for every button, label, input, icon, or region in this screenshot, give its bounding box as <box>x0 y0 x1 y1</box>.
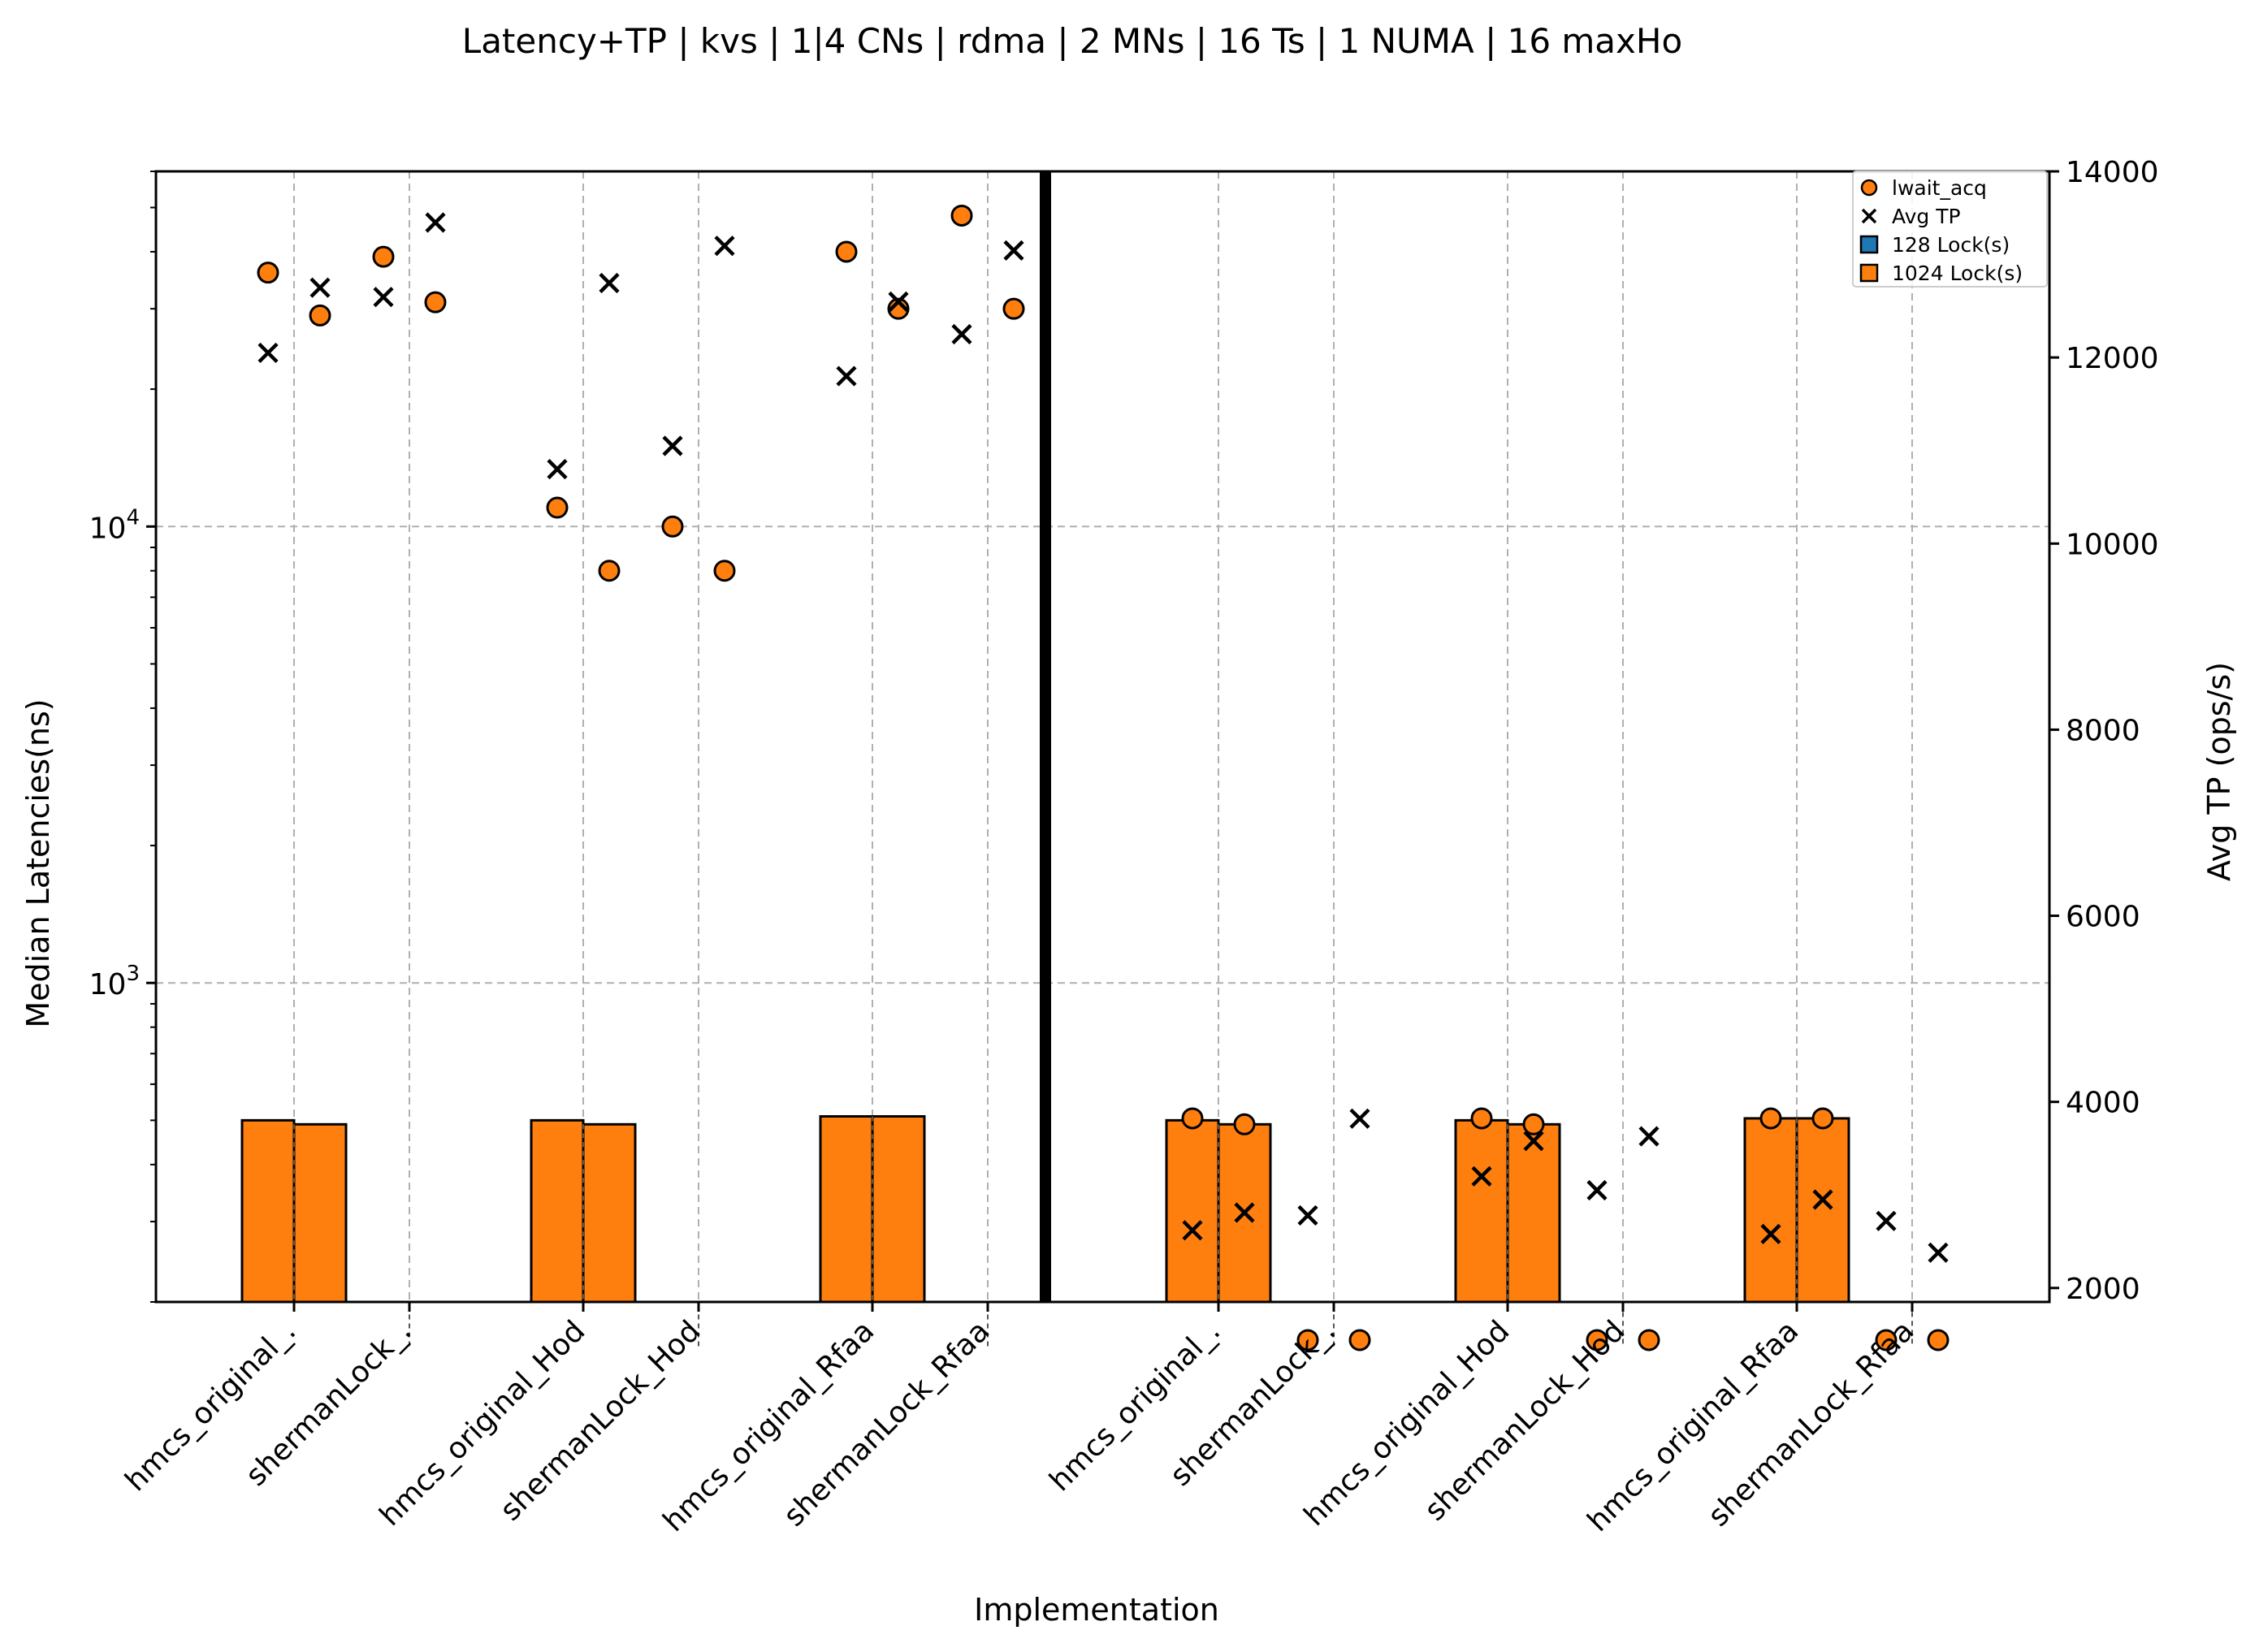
avg-tp-point <box>1003 240 1024 261</box>
lwait-acq-point <box>1233 1113 1256 1135</box>
lwait-acq-point <box>835 240 858 263</box>
avg-tp-point <box>309 277 331 298</box>
x-tick-label: shermanLock_Hod <box>1418 1314 1631 1527</box>
avg-tp-point <box>951 323 972 345</box>
lwait-acq-point <box>1348 1329 1371 1351</box>
bar <box>1165 1118 1220 1304</box>
avg-tp-point <box>1297 1204 1318 1226</box>
avg-tp-point <box>1812 1189 1833 1210</box>
avg-tp-point <box>425 212 446 233</box>
bar <box>582 1122 637 1304</box>
legend-box <box>1852 171 2048 288</box>
lwait-acq-point <box>372 245 395 268</box>
x-axis-label: Implementation <box>974 1592 1219 1628</box>
avg-tp-point <box>1586 1179 1608 1201</box>
lwait-acq-point <box>1586 1329 1608 1351</box>
avg-tp-point <box>662 435 683 456</box>
lwait-acq-point <box>713 560 736 582</box>
avg-tp-point <box>888 291 909 312</box>
avg-tp-point <box>1638 1126 1660 1147</box>
x-tick-label: shermanLock_Rfaa <box>777 1314 996 1533</box>
y-left-tick-label: 104 <box>89 505 140 545</box>
avg-tp-point <box>714 236 735 257</box>
lwait-acq-point <box>546 496 569 519</box>
lwait-acq-point <box>950 204 973 227</box>
x-tick-label: shermanLock_Hod <box>494 1314 707 1527</box>
bar <box>1454 1118 1509 1304</box>
legend-label: 1024 Lock(s) <box>1892 262 2023 285</box>
avg-tp-point <box>1349 1108 1370 1129</box>
legend-swatch <box>1859 263 1879 283</box>
lwait-acq-point <box>1759 1107 1782 1130</box>
avg-tp-point <box>836 365 857 387</box>
bar <box>819 1115 874 1304</box>
lwait-acq-point <box>1181 1107 1204 1130</box>
lwait-acq-point <box>1875 1329 1898 1351</box>
lwait-acq-point <box>887 297 910 320</box>
avg-tp-point <box>1471 1165 1492 1187</box>
avg-tp-point <box>547 459 568 480</box>
bar <box>1795 1117 1850 1304</box>
y-right-tick-label: 10000 <box>2066 528 2159 561</box>
avg-tp-point <box>1523 1131 1544 1152</box>
lwait-acq-point <box>1296 1329 1319 1351</box>
lwait-acq-point <box>1002 297 1025 320</box>
y-left-tick-label: 103 <box>89 962 140 1001</box>
y-axis-left-label: Median Latencies(ns) <box>20 698 56 1027</box>
legend-circle-marker <box>1860 179 1878 197</box>
lwait-acq-point <box>309 304 331 327</box>
bar <box>292 1122 348 1304</box>
y-right-tick-label: 2000 <box>2066 1273 2140 1306</box>
lwait-acq-point <box>1470 1107 1493 1130</box>
avg-tp-point <box>1760 1223 1781 1244</box>
y-right-tick-label: 8000 <box>2066 714 2140 747</box>
legend-x-marker <box>1861 208 1877 224</box>
lwait-acq-point <box>257 262 279 284</box>
y-right-tick-label: 4000 <box>2066 1087 2140 1120</box>
bar <box>1506 1122 1561 1304</box>
chart-title: Latency+TP | kvs | 1|4 CNs | rdma | 2 MN… <box>462 21 1682 61</box>
bar <box>530 1118 585 1304</box>
y-right-tick-label: 14000 <box>2066 156 2159 189</box>
x-tick-label: shermanLock_Rfaa <box>1702 1314 1920 1533</box>
avg-tp-point <box>1876 1210 1897 1231</box>
lwait-acq-point <box>1811 1107 1834 1130</box>
lwait-acq-point <box>1638 1329 1660 1351</box>
avg-tp-point <box>1234 1202 1255 1223</box>
avg-tp-point <box>373 287 394 308</box>
legend-label: lwait_acq <box>1892 176 1987 200</box>
lwait-acq-point <box>661 515 684 538</box>
y-axis-right-label: Avg TP (ops/s) <box>2201 662 2237 881</box>
legend-swatch <box>1859 235 1879 254</box>
avg-tp-point <box>599 272 620 294</box>
bar <box>240 1118 296 1304</box>
y-right-tick-label: 6000 <box>2066 901 2140 934</box>
lwait-acq-point <box>598 560 621 582</box>
avg-tp-point <box>1928 1242 1949 1263</box>
legend: lwait_acq Avg TP 128 Lock(s) 1024 Lock(s) <box>1852 171 2048 288</box>
lwait-acq-point <box>424 291 447 314</box>
plot-frame <box>154 170 2051 1304</box>
lwait-acq-point <box>1522 1113 1545 1135</box>
y-right-tick-label: 12000 <box>2066 342 2159 375</box>
legend-label: 128 Lock(s) <box>1892 233 2010 257</box>
avg-tp-point <box>1182 1220 1203 1241</box>
bar <box>1743 1117 1798 1304</box>
avg-tp-point <box>257 342 279 363</box>
lwait-acq-point <box>1927 1329 1950 1351</box>
legend-label: Avg TP <box>1892 205 1961 228</box>
bar <box>871 1115 926 1304</box>
